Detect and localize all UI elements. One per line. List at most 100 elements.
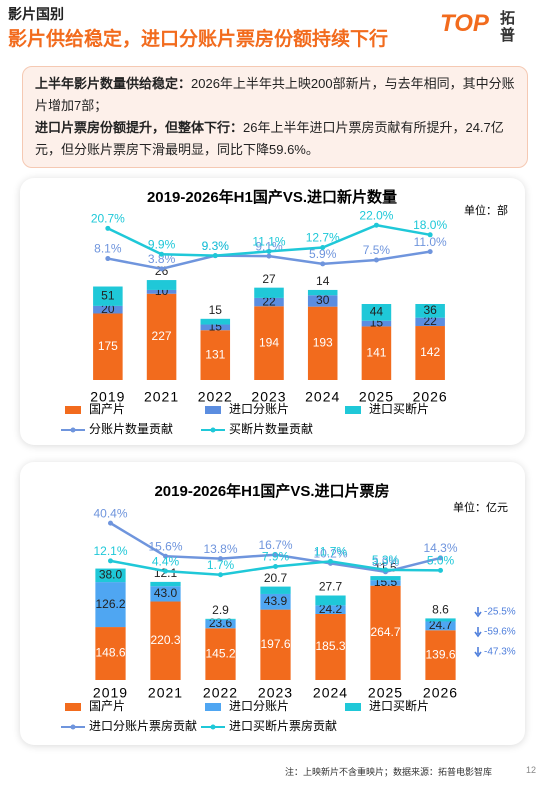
data-label: 51: [101, 288, 115, 302]
bar-segment: [307, 295, 338, 307]
line-point: [163, 553, 168, 559]
down-arrow: [474, 647, 482, 658]
line-label: 5.9%: [309, 247, 337, 261]
line-point: [212, 253, 218, 259]
x-tick-label: 2026: [413, 389, 448, 405]
bar-segment: [307, 306, 338, 380]
line-label: 20.7%: [91, 211, 125, 225]
line-point: [427, 249, 433, 255]
legend-label: 进口买断片票房贡献: [229, 718, 337, 733]
bar-segment: [95, 582, 126, 628]
page-title: 影片供给稳定，进口分账片票房份额持续下行: [8, 29, 389, 50]
bar-segment: [150, 586, 181, 602]
legend-label: 进口分账片: [229, 699, 289, 713]
legend-swatch: [345, 406, 361, 414]
legend-label: 国产片: [89, 699, 125, 713]
bar-segment: [370, 576, 401, 581]
data-label: 23.6: [209, 616, 233, 630]
line-point: [320, 261, 326, 267]
summary: 上半年影片数量供给稳定：2026年上半年共上映200部新片，与去年相同，其中分账…: [22, 66, 528, 168]
line-point: [320, 245, 326, 251]
line-label: 9.9%: [148, 237, 176, 251]
line-label: 12.1%: [93, 544, 127, 558]
legend-dot: [210, 427, 216, 433]
x-tick-label: 2019: [93, 685, 128, 701]
bar-segment: [425, 621, 456, 631]
line-point: [328, 558, 333, 564]
summary-lead: 上半年影片数量供给稳定：: [35, 76, 192, 91]
data-label: 8.6: [432, 603, 449, 617]
bar-segment: [415, 317, 445, 327]
legend-dot: [210, 724, 216, 730]
bar-segment: [200, 330, 231, 380]
line-point: [163, 568, 168, 574]
line-point: [427, 232, 433, 238]
bar-segment: [415, 304, 445, 318]
chart-card: 2019-2026年H1国产VS.进口片票房 单位：亿元 2019 148.6 126.…: [20, 462, 525, 745]
data-label: 194: [259, 335, 279, 349]
section-label: 影片国别: [8, 6, 64, 22]
bar-segment: [205, 619, 236, 629]
legend-swatch: [205, 703, 221, 711]
legend-swatch: [65, 406, 81, 414]
line-label: 9.3%: [202, 239, 230, 253]
logo-cn: 拓普: [500, 10, 516, 44]
line-point: [438, 567, 443, 573]
data-label: 145.2: [205, 646, 235, 660]
line-label: 13.8%: [203, 542, 237, 556]
data-label: 27.7: [319, 580, 343, 594]
bar-segment: [370, 580, 401, 586]
unit-label: 单位：亿元: [453, 500, 508, 514]
x-tick-label: 2022: [198, 389, 233, 405]
data-label: 27: [262, 272, 276, 286]
line-label: 40.4%: [93, 506, 127, 520]
legend-dot: [70, 427, 76, 433]
bar-segment: [150, 601, 181, 680]
line-label: 16.7%: [258, 538, 292, 552]
legend-swatch: [65, 703, 81, 711]
line-label: 9.3%: [202, 239, 230, 253]
line-label: 7.9%: [262, 550, 290, 564]
logo: TOP: [440, 10, 489, 37]
data-label: 20.7: [264, 571, 288, 585]
summary-item: 上半年影片数量供给稳定：2026年上半年共上映200部新片，与去年相同，其中分账…: [35, 73, 515, 117]
bar-segment: [425, 618, 456, 622]
line-label: 12.7%: [306, 231, 340, 245]
line-label: 5.3%: [372, 553, 400, 567]
line-point: [108, 558, 113, 564]
bar-segment: [93, 305, 123, 314]
x-tick-label: 2023: [258, 685, 293, 701]
x-tick-label: 2019: [90, 389, 125, 405]
x-tick-label: 2022: [203, 685, 238, 701]
bar-segment: [205, 628, 236, 680]
line-point: [159, 251, 165, 257]
bar-segment: [205, 618, 236, 620]
line-point: [438, 555, 443, 561]
page-number: 12: [526, 765, 537, 775]
x-tick-label: 2025: [368, 685, 403, 701]
x-tick-label: 2021: [148, 685, 183, 701]
bar-segment: [425, 630, 456, 680]
bar-segment: [260, 593, 291, 610]
bar-segment: [260, 586, 291, 594]
data-label: 43.9: [264, 594, 288, 608]
line-label: 15.6%: [148, 539, 182, 553]
x-tick-label: 2021: [144, 389, 179, 405]
bar-segment: [315, 595, 346, 606]
data-label: 2.9: [212, 603, 229, 617]
bar-segment: [93, 286, 123, 306]
bar-segment: [254, 287, 284, 298]
legend-label: 进口分账片票房贡献: [89, 718, 197, 733]
bar-segment: [146, 289, 177, 294]
line-point: [266, 248, 272, 254]
data-label: 139.6: [425, 647, 455, 661]
line-label: 7.5%: [363, 243, 391, 257]
line-label: 18.0%: [413, 218, 447, 232]
bar-segment: [361, 320, 392, 327]
legend-label: 进口分账片: [229, 402, 289, 416]
bar-segment: [146, 280, 177, 290]
bar-segment: [260, 609, 291, 680]
data-label: 131: [205, 347, 225, 361]
data-label: 38.0: [99, 568, 123, 582]
bar-segment: [93, 313, 123, 380]
